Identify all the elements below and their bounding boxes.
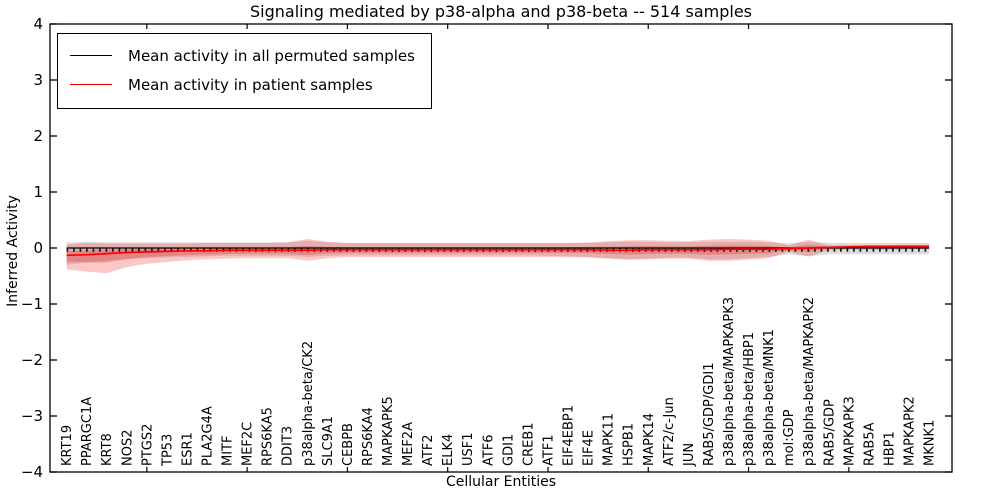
x-tick-label: MKNK1 bbox=[923, 420, 938, 466]
legend-line-black bbox=[70, 55, 112, 56]
y-tick-label: 4 bbox=[33, 15, 43, 33]
y-tick-label: 1 bbox=[33, 183, 43, 201]
y-tick-label: −3 bbox=[21, 407, 43, 425]
y-tick-label: −1 bbox=[21, 295, 43, 313]
x-tick-label: p38alpha-beta/CK2 bbox=[301, 341, 316, 466]
x-tick-label: ELK4 bbox=[441, 434, 456, 466]
x-tick-label: MEF2A bbox=[401, 422, 416, 466]
y-tick-label: 3 bbox=[33, 71, 43, 89]
y-tick-label: 0 bbox=[33, 239, 43, 257]
x-tick-label: mol:GDP bbox=[782, 409, 797, 466]
x-tick-label: HBP1 bbox=[882, 431, 897, 466]
patient-std-band bbox=[66, 239, 930, 274]
x-tick-label: MAPKAPK3 bbox=[842, 396, 857, 466]
x-tick-label: USF1 bbox=[461, 432, 476, 466]
x-tick-label: PLA2G4A bbox=[201, 406, 216, 466]
x-tick-label: RPS6KA4 bbox=[361, 407, 376, 466]
x-tick-label: CEBPB bbox=[341, 423, 356, 466]
x-tick-label: TP53 bbox=[160, 434, 175, 467]
x-tick-label: p38alpha-beta/HBP1 bbox=[742, 332, 757, 466]
legend-label: Mean activity in patient samples bbox=[128, 75, 373, 94]
x-tick-label: MITF bbox=[221, 436, 236, 466]
x-tick-label: ATF2 bbox=[421, 434, 436, 466]
x-tick-label: NOS2 bbox=[120, 430, 135, 466]
x-tick-label: ATF1 bbox=[542, 434, 557, 466]
x-tick-label: ATF2/c-Jun bbox=[662, 397, 677, 466]
x-tick-label: DDIT3 bbox=[281, 426, 296, 466]
x-tick-label: RAB5/GDP bbox=[822, 399, 837, 466]
x-tick-label: GDI1 bbox=[501, 434, 516, 466]
chart-title: Signaling mediated by p38-alpha and p38-… bbox=[249, 2, 752, 21]
y-tick-label: −2 bbox=[21, 351, 43, 369]
x-tick-label: EIF4E bbox=[582, 430, 597, 466]
x-tick-label: RAB5/GDP/GDI1 bbox=[702, 363, 717, 466]
legend-line-red bbox=[70, 84, 112, 85]
x-tick-label: PPARGC1A bbox=[80, 397, 95, 466]
legend-label: Mean activity in all permuted samples bbox=[128, 46, 415, 65]
legend: Mean activity in all permuted samples Me… bbox=[57, 33, 432, 109]
x-tick-label: EIF4EBP1 bbox=[562, 405, 577, 466]
legend-entry-permuted: Mean activity in all permuted samples bbox=[70, 41, 415, 70]
x-tick-label: ESR1 bbox=[180, 432, 195, 466]
y-tick-label: −4 bbox=[21, 463, 43, 481]
x-tick-label: HSPB1 bbox=[622, 423, 637, 466]
x-tick-label: RPS6KA5 bbox=[261, 407, 276, 466]
x-tick-label: p38alpha-beta/MAPKAPK3 bbox=[722, 297, 737, 466]
x-tick-label: CREB1 bbox=[521, 422, 536, 466]
x-tick-label: SLC9A1 bbox=[321, 416, 336, 466]
x-tick-label: p38alpha-beta/MAPKAPK2 bbox=[802, 297, 817, 466]
x-tick-label: p38alpha-beta/MNK1 bbox=[762, 329, 777, 466]
x-tick-label: MAPKAPK2 bbox=[903, 396, 918, 466]
x-tick-label: PTGS2 bbox=[140, 424, 155, 466]
legend-entry-patient: Mean activity in patient samples bbox=[70, 70, 415, 99]
patient-mean-line bbox=[66, 245, 930, 257]
x-tick-label: ATF6 bbox=[481, 434, 496, 466]
y-tick-label: 2 bbox=[33, 127, 43, 145]
x-tick-label: JUN bbox=[682, 443, 697, 467]
x-tick-label: MAPK14 bbox=[642, 413, 657, 466]
x-tick-label: KRT8 bbox=[100, 433, 115, 466]
x-axis-label: Cellular Entities bbox=[445, 474, 557, 490]
x-tick-label: MEF2C bbox=[241, 422, 256, 466]
x-tick-label: MAPKAPK5 bbox=[381, 396, 396, 466]
x-tick-label: RAB5A bbox=[862, 422, 877, 466]
x-tick-label: MAPK11 bbox=[602, 413, 617, 466]
x-tick-label: KRT19 bbox=[60, 425, 75, 466]
permuted-std-band bbox=[66, 240, 930, 265]
